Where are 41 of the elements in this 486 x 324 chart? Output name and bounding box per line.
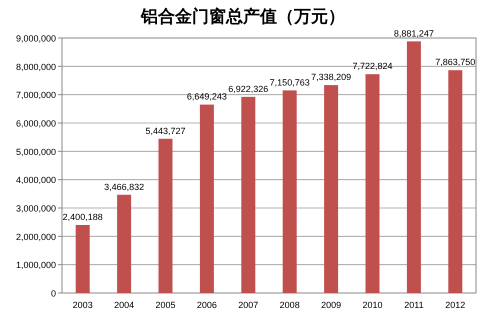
x-tick-label: 2006 [196, 300, 217, 310]
y-tick-label: 8,000,000 [16, 62, 56, 72]
y-tick-label: 3,000,000 [16, 204, 56, 214]
data-label: 6,922,326 [228, 84, 268, 94]
data-label: 2,400,188 [62, 212, 103, 222]
data-label: 7,722,824 [352, 61, 393, 72]
x-tick-label: 2009 [321, 300, 342, 310]
data-label: 7,863,750 [435, 57, 476, 68]
y-tick-label: 9,000,000 [16, 34, 56, 44]
x-tick-label: 2012 [445, 300, 466, 310]
x-tick-label: 2005 [155, 300, 176, 310]
y-tick-label: 2,000,000 [16, 232, 56, 242]
bar [448, 70, 462, 293]
bar [406, 41, 421, 293]
bar [158, 138, 172, 293]
y-tick-label: 1,000,000 [16, 260, 56, 270]
y-tick-label: 6,000,000 [16, 118, 56, 128]
y-tick-label: 0 [50, 288, 56, 298]
y-tick-label: 4,000,000 [16, 175, 56, 186]
x-tick-label: 2011 [404, 300, 424, 310]
data-label: 5,443,727 [145, 126, 186, 136]
y-tick-label: 7,000,000 [16, 90, 56, 100]
x-tick-label: 2008 [280, 300, 300, 310]
chart-title: 铝合金门窗总产值（万元） [140, 7, 345, 26]
data-label: 6,649,243 [186, 92, 227, 102]
bar [366, 74, 380, 293]
data-label: 3,466,832 [104, 182, 144, 192]
bar [76, 224, 90, 293]
y-tick-label: 5,000,000 [16, 146, 56, 157]
x-tick-label: 2007 [238, 300, 258, 310]
bar [282, 90, 297, 293]
data-label: 8,881,247 [394, 28, 434, 38]
data-label: 7,338,209 [311, 72, 352, 82]
data-label: 7,150,763 [270, 77, 310, 88]
bar [200, 104, 214, 293]
bar [241, 96, 256, 293]
bar [117, 194, 132, 293]
x-tick-label: 2010 [362, 300, 383, 310]
x-tick-label: 2004 [114, 300, 134, 310]
bar [324, 85, 338, 293]
x-tick-label: 2003 [72, 300, 93, 310]
